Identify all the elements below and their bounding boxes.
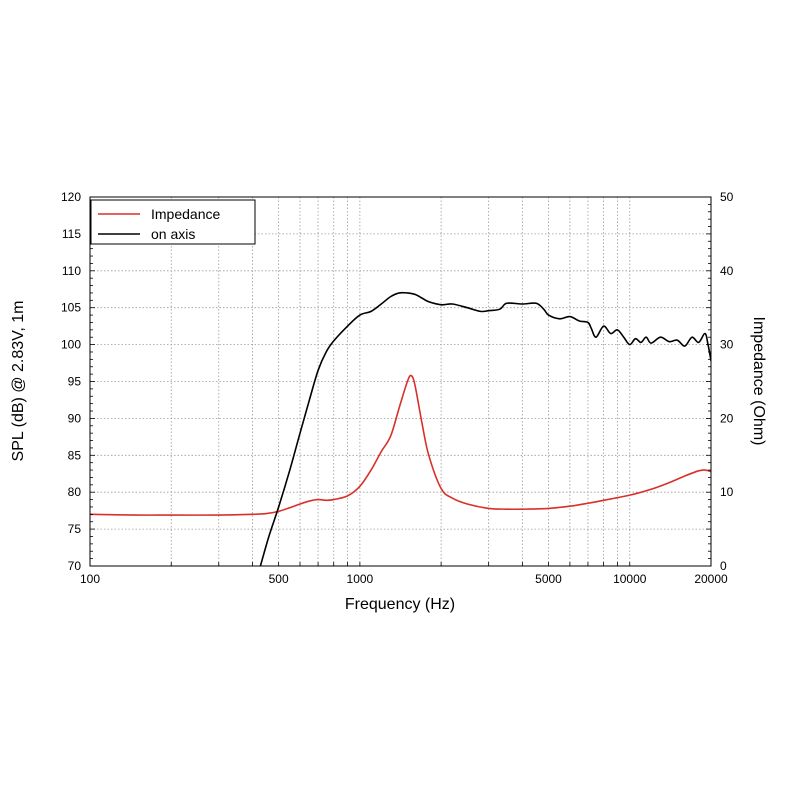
x-tick-label: 10000 bbox=[613, 572, 647, 586]
x-tick-label: 500 bbox=[269, 572, 289, 586]
series-lines bbox=[90, 291, 711, 566]
x-tick-label: 100 bbox=[80, 572, 100, 586]
series-line-impedance bbox=[90, 374, 711, 516]
series-line-on-axis bbox=[259, 291, 711, 566]
y-axis-title: SPL (dB) @ 2.83V, 1m bbox=[10, 301, 27, 462]
y2-tick-label: 0 bbox=[720, 559, 727, 573]
y2-tick-label: 40 bbox=[720, 264, 734, 278]
x-tick-label: 20000 bbox=[694, 572, 728, 586]
x-axis-title: Frequency (Hz) bbox=[345, 596, 455, 613]
y-tick-label: 95 bbox=[68, 375, 82, 389]
y-tick-label: 75 bbox=[68, 522, 82, 536]
y-tick-label: 85 bbox=[68, 448, 82, 462]
legend: Impedance on axis bbox=[90, 199, 256, 245]
y-tick-label: 100 bbox=[61, 338, 81, 352]
tick-labels: 70 75 80 85 90 95 100 105 110 115 120 0 10 20 30 40 50 10… bbox=[61, 190, 734, 586]
legend-label-impedance: Impedance bbox=[151, 206, 220, 222]
y2-tick-label: 50 bbox=[720, 190, 734, 204]
y-tick-label: 90 bbox=[68, 411, 82, 425]
y-tick-label: 80 bbox=[68, 485, 82, 499]
x-tick-label: 5000 bbox=[535, 572, 562, 586]
y2-axis-title: Impedance (Ohm) bbox=[750, 317, 767, 446]
y-tick-label: 105 bbox=[61, 301, 81, 315]
x-tick-label: 1000 bbox=[347, 572, 374, 586]
y2-tick-label: 20 bbox=[720, 411, 734, 425]
y2-tick-label: 10 bbox=[720, 485, 734, 499]
legend-box bbox=[90, 199, 256, 245]
y-tick-label: 70 bbox=[68, 559, 82, 573]
y-tick-label: 110 bbox=[62, 264, 81, 278]
y-tick-label: 120 bbox=[61, 190, 81, 204]
legend-label-on-axis: on axis bbox=[151, 226, 195, 242]
y2-tick-label: 30 bbox=[720, 338, 734, 352]
y-tick-label: 115 bbox=[62, 227, 81, 241]
